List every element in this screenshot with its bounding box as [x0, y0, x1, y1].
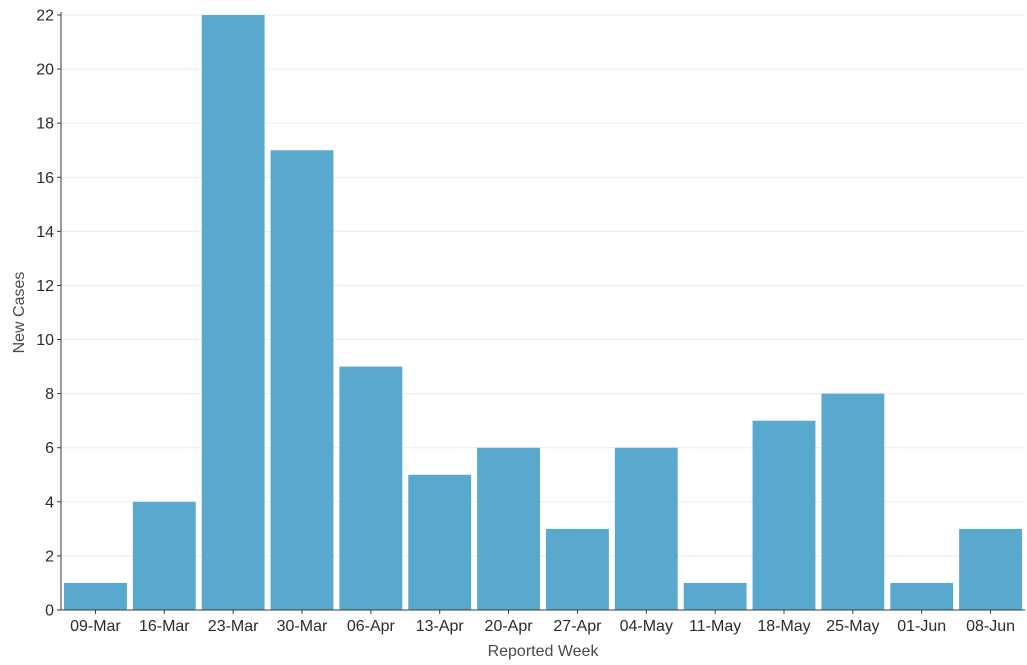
bar	[890, 582, 954, 610]
y-tick-label: 0	[45, 603, 54, 620]
bar	[270, 150, 334, 610]
x-tick-label: 18-May	[757, 618, 810, 635]
y-ticks: 0 2 4 6 8 10 12 14 16 18 20 22	[36, 8, 61, 620]
bar	[959, 528, 1022, 610]
x-tick-label: 13-Apr	[416, 618, 465, 635]
axes	[60, 12, 1025, 611]
bar	[614, 447, 678, 610]
x-tick-label: 23-Mar	[208, 618, 259, 635]
y-tick-label: 18	[36, 116, 54, 133]
x-tick-label: 09-Mar	[70, 618, 121, 635]
bar	[477, 447, 540, 610]
x-tick-label: 11-May	[689, 618, 741, 635]
x-tick-label: 16-Mar	[139, 618, 190, 635]
y-tick-label: 6	[45, 440, 54, 457]
bar	[339, 366, 403, 610]
bar	[752, 420, 816, 610]
bar	[132, 501, 196, 610]
x-tick-label: 20-Apr	[485, 618, 534, 635]
bar	[64, 582, 127, 610]
y-tick-label: 4	[45, 494, 54, 511]
x-tick-label: 01-Jun	[897, 618, 946, 635]
y-tick-label: 22	[36, 8, 54, 25]
y-axis-title: New Cases	[11, 272, 28, 354]
x-tick-label: 27-Apr	[553, 618, 602, 635]
x-tick-label: 25-May	[826, 618, 879, 635]
x-axis-title: Reported Week	[488, 643, 600, 660]
x-tick-label: 04-May	[620, 618, 673, 635]
y-tick-label: 8	[45, 386, 54, 403]
bars	[64, 15, 1022, 610]
y-tick-label: 2	[45, 548, 54, 565]
x-tick-label: 08-Jun	[966, 618, 1015, 635]
bar	[408, 474, 472, 610]
x-ticks: 09-Mar 16-Mar 23-Mar 30-Mar 06-Apr 13-Apr 20-A…	[70, 610, 1015, 635]
bar	[821, 393, 885, 610]
x-tick-label: 06-Apr	[347, 618, 396, 635]
y-tick-label: 14	[36, 224, 54, 241]
y-tick-label: 20	[36, 62, 54, 79]
y-tick-label: 16	[36, 170, 54, 187]
y-tick-label: 10	[36, 332, 54, 349]
bar	[683, 582, 747, 610]
y-tick-label: 12	[36, 278, 54, 295]
bar	[201, 15, 265, 610]
x-tick-label: 30-Mar	[277, 618, 328, 635]
bar	[546, 528, 609, 610]
